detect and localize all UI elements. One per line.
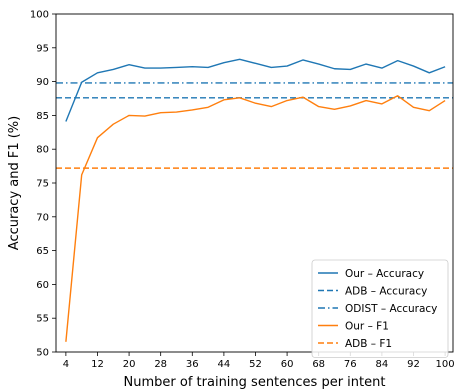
y-tick-label: 80 [36,145,49,156]
x-tick-label: 76 [344,359,357,370]
x-tick-label: 68 [312,359,325,370]
y-tick-label: 95 [36,43,49,54]
legend: Our – Accuracy ADB – Accuracy ODIST – Accu… [311,259,449,358]
y-tick-label: 100 [30,10,49,21]
plot-frame [55,13,454,353]
x-tick-label: 60 [281,359,294,370]
y-tick-label: 60 [36,280,49,291]
y-axis-label: Accuracy and F1 (%) [7,116,22,250]
legend-entry: Our – Accuracy [345,268,424,280]
y-tick-label: 85 [36,111,49,122]
legend-entry: ADB – Accuracy [345,285,427,297]
y-tick-label: 50 [36,348,49,359]
legend-box [311,259,449,358]
y-tick-label: 55 [36,314,49,325]
legend-entry: ODIST – Accuracy [345,303,437,315]
legend-entry: ADB – F1 [345,338,392,350]
x-tick-label: 84 [376,359,389,370]
y-tick-label: 75 [36,179,49,190]
x-axis-label: Number of training sentences per intent [124,375,386,389]
y-tick-label: 90 [36,77,49,88]
y-axis-ticks: 50 55 60 65 70 75 80 85 90 95 100 [30,10,56,359]
x-tick-label: 36 [186,359,199,370]
legend-entry: Our – F1 [345,320,389,332]
x-tick-label: 92 [407,359,420,370]
x-tick-label: 52 [249,359,262,370]
y-tick-label: 70 [36,212,49,223]
x-tick-label: 20 [123,359,136,370]
x-tick-label: 12 [91,359,104,370]
x-axis-ticks: 4 12 20 28 36 44 52 60 68 76 84 92 100 [63,352,454,370]
chart-series [56,58,453,342]
x-tick-label: 4 [63,359,69,370]
series-line-4 [65,95,446,342]
series-line-1 [65,58,446,122]
y-tick-label: 65 [36,246,49,257]
x-tick-label: 44 [218,359,231,370]
x-tick-label: 28 [154,359,167,370]
x-tick-label: 100 [436,359,454,370]
